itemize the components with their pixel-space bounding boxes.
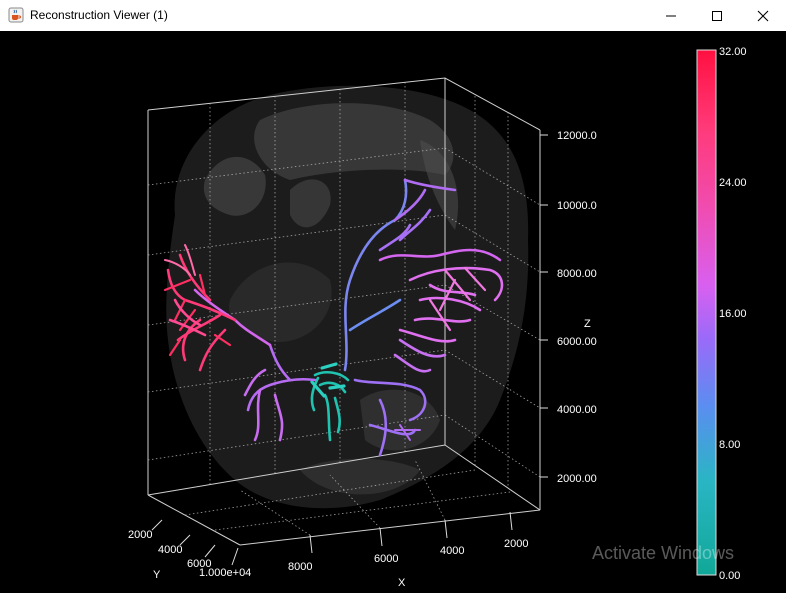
y-axis: 2000 4000 6000 1.000e+04 Y [128,519,251,581]
x-tick-label: 2000 [504,538,528,550]
y-tick-label: 2000 [128,529,152,541]
java-cup-icon [8,7,24,23]
y-axis-label: Y [153,569,161,581]
y-tick-label: 6000 [187,558,211,570]
colorbar-tick-label: 0.00 [719,570,740,582]
3d-viewport[interactable]: 12000.0 10000.0 8000.00 6000.00 4000.00 … [0,31,786,593]
maximize-button[interactable] [694,0,740,31]
maximize-icon [712,10,722,21]
z-tick-label: 10000.0 [557,200,597,212]
minimize-button[interactable] [648,0,694,31]
colorbar-tick-label: 8.00 [719,439,740,451]
x-tick-label: 4000 [440,545,464,557]
colorbar-tick-label: 32.00 [719,46,747,58]
z-axis: 12000.0 10000.0 8000.00 6000.00 4000.00 … [540,130,597,485]
colorbar: 32.00 24.00 16.00 8.00 0.00 [696,46,747,582]
colorbar-tick-label: 24.00 [719,177,747,189]
close-button[interactable] [740,0,786,31]
z-tick-label: 6000.00 [557,336,597,348]
activate-windows-watermark: Activate Windows [592,543,735,563]
z-tick-label: 2000.00 [557,473,597,485]
window-title: Reconstruction Viewer (1) [30,8,168,22]
x-tick-label: 6000 [374,553,398,565]
z-tick-label: 8000.00 [557,268,597,280]
grid-lines [147,82,541,536]
x-axis-label: X [398,577,406,589]
neuron-reconstruction [163,178,504,457]
scene-canvas[interactable]: 12000.0 10000.0 8000.00 6000.00 4000.00 … [0,31,786,593]
x-axis: 8000 6000 4000 2000 X [288,511,528,589]
close-icon [757,10,769,21]
y-tick-label: 1.000e+04 [199,567,251,579]
z-axis-label: Z [584,318,591,330]
y-tick-label: 4000 [158,544,182,556]
title-bar: Reconstruction Viewer (1) [0,0,786,31]
colorbar-tick-label: 16.00 [719,308,747,320]
z-tick-label: 4000.00 [557,404,597,416]
x-tick-label: 8000 [288,561,312,573]
z-tick-label: 12000.0 [557,130,597,142]
minimize-icon [666,15,676,16]
